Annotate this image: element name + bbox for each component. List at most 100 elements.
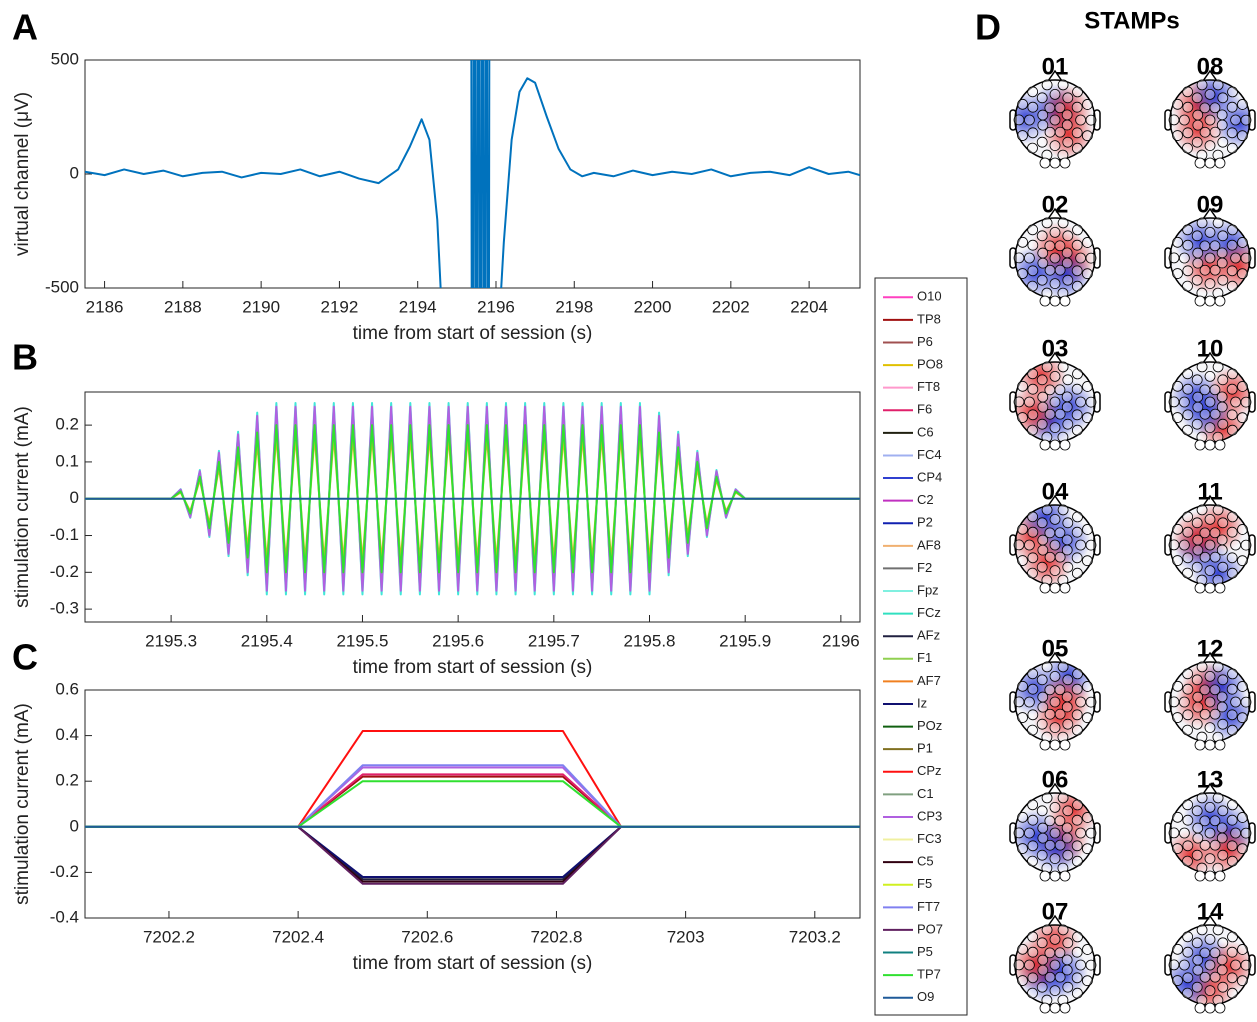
electrode (1182, 101, 1194, 113)
y-tick-label: 0.1 (55, 451, 79, 470)
electrode (1057, 792, 1069, 804)
electrode (1217, 136, 1229, 148)
ear (1248, 954, 1256, 976)
electrode (1039, 157, 1051, 169)
electrode (1194, 1002, 1206, 1014)
y-tick-label: 0 (70, 163, 79, 182)
electrode (1044, 839, 1056, 851)
electrode (1226, 127, 1238, 139)
electrode (1230, 252, 1241, 264)
electrode (1192, 109, 1204, 121)
electrode (1072, 86, 1083, 98)
topomap (1164, 782, 1256, 882)
electrode (1204, 565, 1216, 576)
electrode (1216, 534, 1228, 546)
electrode (1192, 964, 1204, 976)
electrode (1085, 396, 1097, 408)
electrode (1036, 937, 1048, 949)
topomap-label: 04 (1042, 478, 1069, 505)
electrode (1082, 381, 1093, 392)
electrode (1168, 396, 1180, 408)
ear (1009, 247, 1017, 269)
electrode (1199, 126, 1211, 138)
x-tick-label: 7203 (667, 927, 705, 946)
electrode (1061, 701, 1073, 713)
electrode (1182, 280, 1193, 292)
nose (1047, 69, 1063, 82)
electrode (1036, 849, 1048, 861)
electrode (1024, 959, 1035, 971)
blob (1015, 937, 1062, 990)
electrode (1082, 681, 1093, 692)
y-axis-label: stimulation current (mA) (12, 703, 33, 905)
electrode (1061, 401, 1073, 413)
electrode (1214, 439, 1226, 451)
y-tick-label: 0 (70, 488, 79, 507)
electrode (1230, 539, 1241, 551)
electrode (1182, 814, 1194, 826)
electrode (1017, 98, 1029, 110)
y-tick-label: 0.4 (55, 725, 79, 744)
electrode (1216, 109, 1228, 121)
legend-label: CP4 (917, 469, 942, 484)
electrode (1240, 396, 1252, 408)
electrode (1237, 524, 1248, 535)
electrode (1172, 680, 1184, 692)
electrode (1027, 280, 1038, 292)
electrode (1172, 712, 1183, 723)
x-tick-label: 2204 (790, 297, 828, 316)
electrode (1214, 157, 1226, 169)
electrode (1204, 539, 1216, 551)
topomap-label: 12 (1197, 635, 1224, 662)
electrode (1199, 708, 1211, 720)
x-tick-label: 2190 (242, 297, 280, 316)
topomap-label: 05 (1042, 635, 1069, 662)
topomap-label: 06 (1042, 766, 1069, 793)
electrode (1204, 514, 1216, 525)
legend-label: P2 (917, 515, 933, 530)
electrode (1230, 959, 1241, 971)
electrode (1204, 959, 1216, 971)
electrode (1049, 252, 1061, 264)
electrode (1172, 975, 1183, 986)
electrode (1214, 1002, 1226, 1014)
electrode (1182, 855, 1193, 867)
electrode (1037, 109, 1049, 121)
x-axis-label: time from start of session (s) (353, 657, 593, 678)
nose (1202, 651, 1218, 664)
electrode (1227, 368, 1238, 380)
electrode (1049, 959, 1061, 971)
electrode (1037, 832, 1049, 844)
electrode (1061, 534, 1073, 546)
electrode (1017, 236, 1029, 248)
legend-label: Fpz (917, 582, 939, 597)
electrode (1236, 712, 1248, 724)
electrode (1216, 544, 1228, 556)
electrode (1227, 511, 1238, 523)
y-axis-label: stimulation current (mA) (12, 406, 33, 608)
electrode (1027, 511, 1039, 523)
blob (1038, 674, 1091, 727)
topomap-label: 02 (1042, 191, 1069, 218)
electrode (1036, 374, 1048, 386)
electrode (1071, 409, 1083, 421)
electrode (1182, 987, 1193, 999)
electrode (1036, 418, 1048, 430)
electrode (1172, 98, 1184, 110)
electrode (1041, 792, 1053, 804)
electrode (1049, 439, 1061, 451)
electrode (1013, 252, 1025, 264)
legend-label: AF7 (917, 673, 941, 688)
x-tick-label: 2196 (477, 297, 515, 316)
electrode (1204, 157, 1216, 169)
electrode (1044, 126, 1056, 138)
electrode (1182, 709, 1194, 721)
electrode (1217, 274, 1229, 286)
blob (1040, 84, 1093, 137)
electrode (1071, 526, 1083, 538)
topomap (1164, 914, 1256, 1014)
electrode (1085, 827, 1097, 839)
electrode (1192, 247, 1204, 259)
electrode (1217, 937, 1229, 949)
electrode (1196, 504, 1208, 516)
